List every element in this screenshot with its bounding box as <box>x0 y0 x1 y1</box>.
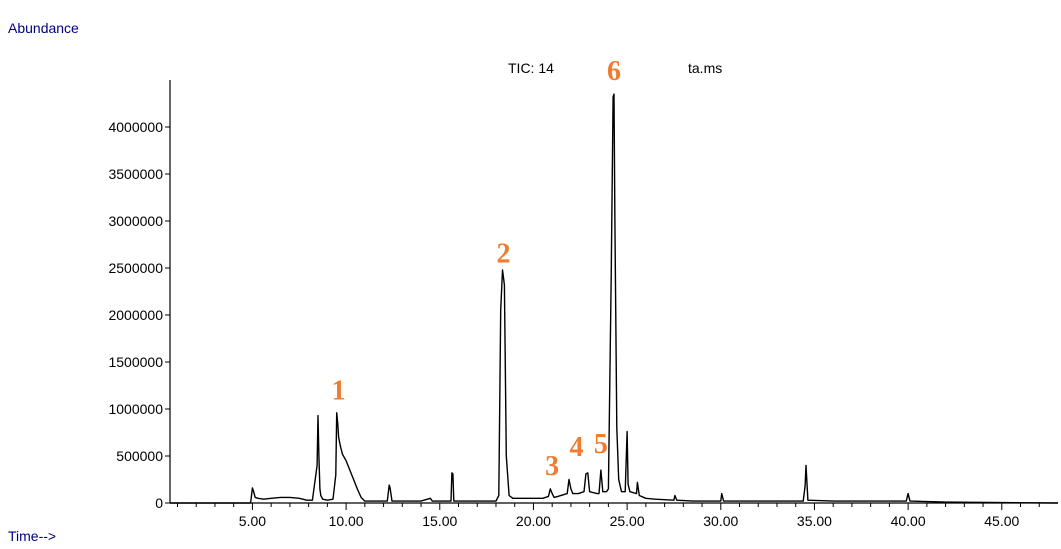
x-tick-label: 30.00 <box>703 513 738 529</box>
peak-label-3: 3 <box>545 451 559 482</box>
y-axis-label: Abundance <box>8 20 79 36</box>
x-tick-label: 5.00 <box>239 513 266 529</box>
x-tick-label: 15.00 <box>422 513 457 529</box>
y-tick-label: 1000000 <box>108 401 163 417</box>
y-tick-label: 2000000 <box>108 307 163 323</box>
tic-trace-series <box>170 93 1059 504</box>
x-tick-label: 20.00 <box>516 513 551 529</box>
y-tick-label: 3500000 <box>108 166 163 182</box>
y-tick-label: 0 <box>155 495 163 511</box>
peak-label-6: 6 <box>607 56 621 87</box>
x-tick-label: 10.00 <box>329 513 364 529</box>
x-axis-label: Time--> <box>8 528 56 544</box>
peak-label-2: 2 <box>496 238 510 269</box>
peak-label-5: 5 <box>594 429 608 460</box>
x-tick-label: 25.00 <box>610 513 645 529</box>
peak-label-1: 1 <box>332 376 346 407</box>
y-tick-label: 500000 <box>116 448 163 464</box>
peak-label-4: 4 <box>570 432 584 463</box>
y-tick-label: 1500000 <box>108 354 163 370</box>
y-tick-label: 3000000 <box>108 213 163 229</box>
y-tick-label: 2500000 <box>108 260 163 276</box>
y-tick-label: 4000000 <box>108 119 163 135</box>
x-tick-label: 40.00 <box>891 513 926 529</box>
x-tick-label: 35.00 <box>797 513 832 529</box>
x-tick-label: 45.00 <box>984 513 1019 529</box>
chart-title-left: TIC: 14 <box>508 60 554 76</box>
chart-title-right: ta.ms <box>688 60 722 76</box>
